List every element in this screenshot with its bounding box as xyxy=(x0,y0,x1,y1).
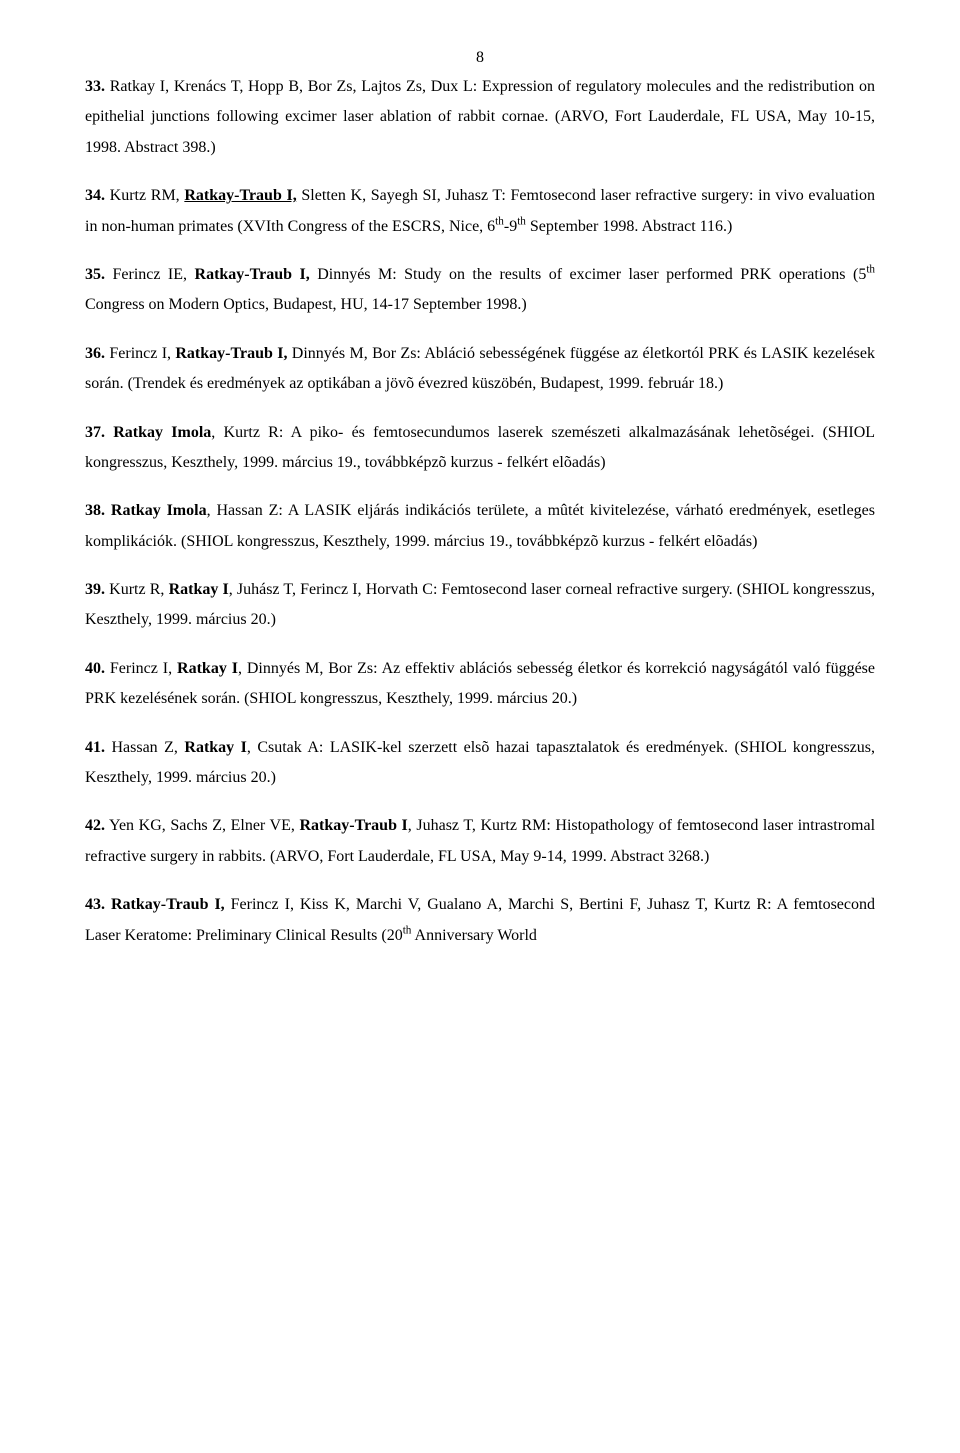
entry-number: 33. xyxy=(85,78,105,95)
reference-entry: 38. Ratkay Imola, Hassan Z: A LASIK eljá… xyxy=(85,496,875,557)
reference-entry: 39. Kurtz R, Ratkay I, Juhász T, Ferincz… xyxy=(85,575,875,636)
entry-text: Ratkay-Traub I, Ferincz I, Kiss K, March… xyxy=(85,896,875,943)
entry-number: 39. xyxy=(85,581,105,598)
entry-number: 38. xyxy=(85,502,105,519)
entry-text: Ferincz I, Ratkay I, Dinnyés M, Bor Zs: … xyxy=(85,660,875,707)
reference-entry: 42. Yen KG, Sachs Z, Elner VE, Ratkay-Tr… xyxy=(85,811,875,872)
entry-number: 34. xyxy=(85,187,105,204)
entry-number: 41. xyxy=(85,739,105,756)
page-number: 8 xyxy=(85,50,875,66)
reference-entry: 41. Hassan Z, Ratkay I, Csutak A: LASIK-… xyxy=(85,733,875,794)
reference-entry: 37. Ratkay Imola, Kurtz R: A piko- és fe… xyxy=(85,418,875,479)
reference-entry: 33. Ratkay I, Krenács T, Hopp B, Bor Zs,… xyxy=(85,72,875,163)
entry-text: Ratkay I, Krenács T, Hopp B, Bor Zs, Laj… xyxy=(85,78,875,156)
entry-number: 37. xyxy=(85,424,105,441)
reference-entry: 40. Ferincz I, Ratkay I, Dinnyés M, Bor … xyxy=(85,654,875,715)
entry-text: Hassan Z, Ratkay I, Csutak A: LASIK-kel … xyxy=(85,739,875,786)
entry-text: Ratkay Imola, Kurtz R: A piko- és femtos… xyxy=(85,424,875,471)
reference-entry: 34. Kurtz RM, Ratkay-Traub I, Sletten K,… xyxy=(85,181,875,242)
entry-text: Ratkay Imola, Hassan Z: A LASIK eljárás … xyxy=(85,502,875,549)
entry-text: Yen KG, Sachs Z, Elner VE, Ratkay-Traub … xyxy=(85,817,875,864)
entry-text: Kurtz R, Ratkay I, Juhász T, Ferincz I, … xyxy=(85,581,875,628)
entry-number: 35. xyxy=(85,266,105,283)
reference-entry: 36. Ferincz I, Ratkay-Traub I, Dinnyés M… xyxy=(85,339,875,400)
reference-list: 33. Ratkay I, Krenács T, Hopp B, Bor Zs,… xyxy=(85,72,875,951)
entry-text: Kurtz RM, Ratkay-Traub I, Sletten K, Say… xyxy=(85,187,875,234)
entry-number: 36. xyxy=(85,345,105,362)
entry-text: Ferincz I, Ratkay-Traub I, Dinnyés M, Bo… xyxy=(85,345,875,392)
entry-text: Ferincz IE, Ratkay-Traub I, Dinnyés M: S… xyxy=(85,266,875,313)
reference-entry: 43. Ratkay-Traub I, Ferincz I, Kiss K, M… xyxy=(85,890,875,951)
entry-number: 40. xyxy=(85,660,105,677)
reference-entry: 35. Ferincz IE, Ratkay-Traub I, Dinnyés … xyxy=(85,260,875,321)
entry-number: 42. xyxy=(85,817,105,834)
entry-number: 43. xyxy=(85,896,105,913)
